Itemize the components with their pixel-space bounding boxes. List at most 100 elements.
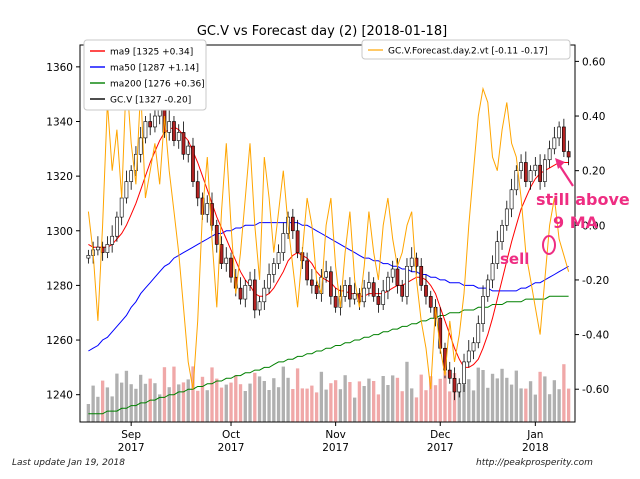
candle-body: [257, 301, 262, 311]
annotation-sell-circle: [542, 235, 556, 255]
volume-bar: [224, 384, 228, 422]
candle-body: [371, 282, 376, 297]
volume-bar: [210, 367, 214, 422]
ma200-line: [88, 295, 569, 415]
candle-body: [542, 159, 547, 182]
candle-body: [243, 285, 248, 300]
candle-body: [528, 170, 533, 182]
volume-bar: [490, 373, 495, 422]
volume-bar: [376, 394, 381, 422]
volume-bar: [457, 386, 461, 422]
volume-bar: [196, 390, 200, 422]
volume-bar: [105, 387, 110, 422]
candle-body: [86, 255, 91, 259]
legend-label: GC.V.Forecast.day.2.vt [-0.11 -0.17]: [388, 47, 548, 57]
x-tick-label: Jan: [526, 429, 543, 441]
volume-bar: [286, 377, 290, 422]
volume-bar: [181, 382, 186, 422]
candle-body: [447, 369, 452, 379]
candle-body: [490, 263, 495, 281]
y-right-tick-label: 0.20: [582, 166, 605, 178]
volume-bar: [443, 371, 447, 422]
volume-bar: [538, 371, 542, 422]
candle-body: [533, 164, 538, 171]
candle-body: [376, 296, 381, 305]
volume-bar: [115, 373, 119, 422]
candle-body: [324, 271, 328, 278]
volume-bar: [262, 381, 266, 422]
volume-bar: [110, 396, 114, 422]
candle-body: [500, 225, 504, 242]
candle-body: [329, 271, 333, 297]
volume-bar: [119, 382, 124, 422]
volume-bar: [333, 380, 338, 422]
y-right-tick-label: -0.40: [582, 330, 609, 342]
candle-body: [138, 137, 143, 155]
candle-body: [129, 170, 134, 182]
candle-body: [485, 279, 490, 297]
candle-body: [167, 121, 172, 133]
candle-body: [214, 225, 219, 245]
candle-body: [386, 276, 390, 292]
candle-body: [424, 285, 428, 297]
website-url-text: http://peakprosperity.com: [476, 458, 593, 468]
candle-body: [191, 145, 195, 182]
candle-body: [309, 279, 314, 286]
volume-bar: [96, 396, 100, 422]
candle-body: [457, 383, 462, 393]
volume-bar: [329, 383, 333, 422]
y-left-tick-label: 1260: [46, 335, 73, 347]
candle-body: [466, 350, 471, 363]
candle-body: [119, 197, 124, 218]
volume-bar: [438, 378, 442, 422]
candle-body: [481, 296, 485, 324]
volume-bar: [305, 388, 309, 422]
volume-bar: [524, 388, 528, 422]
candle-body: [476, 323, 481, 344]
volume-bar: [167, 387, 171, 422]
volume-bar: [257, 376, 262, 422]
candle-body: [290, 216, 295, 232]
candle-body: [428, 296, 433, 308]
volume-bar: [557, 389, 561, 422]
candle-body: [96, 246, 100, 251]
volume-bar: [215, 378, 219, 422]
candle-body: [238, 287, 243, 300]
volume-bar: [543, 376, 547, 422]
volume-bar: [547, 394, 552, 422]
candle-body: [153, 115, 157, 128]
candle-body: [148, 121, 153, 128]
volume-bar: [129, 384, 133, 422]
candle-body: [405, 265, 409, 297]
volume-bar: [424, 390, 428, 422]
volume-bar: [400, 391, 404, 422]
annotation-arrow-head: [555, 158, 565, 169]
volume-bar: [124, 370, 129, 422]
candle-body: [566, 151, 571, 158]
volume-bar: [562, 364, 566, 422]
last-update-text: Last update Jan 19, 2018: [12, 458, 125, 468]
volume-bar: [467, 379, 471, 422]
volume-bar: [514, 370, 518, 422]
volume-bar: [234, 375, 238, 422]
volume-bar: [191, 366, 195, 422]
volume-bar: [86, 404, 91, 422]
candle-body: [224, 257, 229, 264]
volume-bar: [324, 389, 328, 422]
volume-bar: [381, 376, 385, 422]
volume-bar: [372, 381, 376, 422]
y-left-tick-label: 1300: [46, 226, 73, 238]
volume-bar: [276, 387, 281, 422]
volume-bar: [310, 385, 314, 422]
annotation-9-ma: 9 MA: [553, 213, 599, 232]
volume-bar: [405, 361, 409, 422]
legend-label: GC.V [1327 -0.20]: [110, 96, 191, 106]
volume-bar: [338, 389, 343, 422]
volume-bar: [500, 368, 504, 422]
x-tick-year: 2017: [118, 442, 145, 454]
volume-bar: [139, 374, 143, 422]
volume-bar: [566, 388, 571, 422]
candle-body: [390, 268, 395, 278]
volume-bar: [343, 375, 347, 422]
volume-bar: [509, 384, 514, 422]
